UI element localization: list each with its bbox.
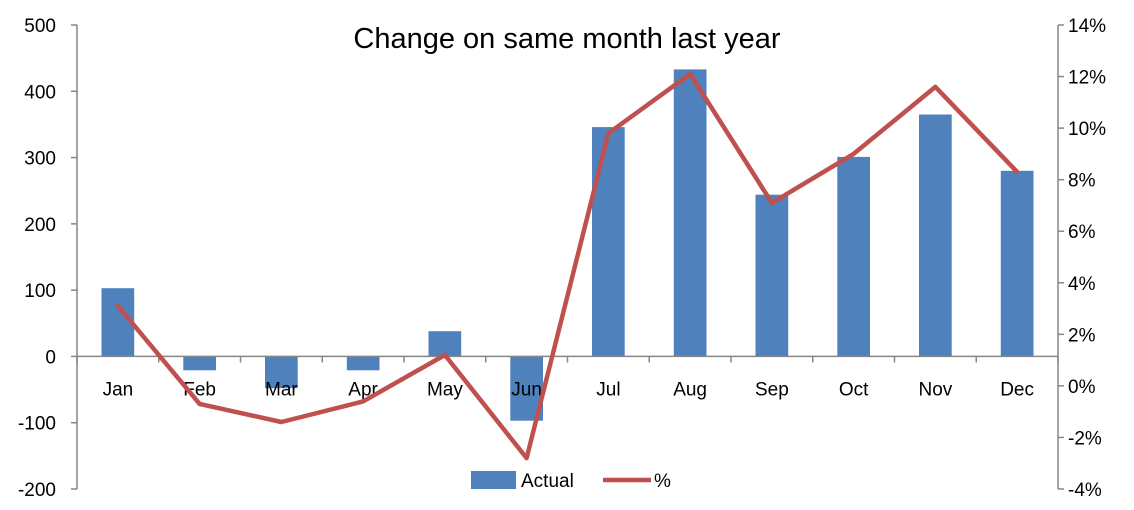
left-tick-label: -100 bbox=[18, 414, 56, 435]
right-y-axis: 14% 12% 10% 8% 6% 4% 2% 0% -2% -4% bbox=[1057, 16, 1106, 501]
bar-series-actual bbox=[101, 69, 1034, 421]
x-tick-label-may: May bbox=[427, 379, 463, 400]
x-tick-label-jul: Jul bbox=[596, 379, 620, 400]
left-tick-label: 0 bbox=[45, 347, 56, 368]
x-tick-label-jan: Jan bbox=[103, 379, 134, 400]
right-tick-label: 6% bbox=[1068, 222, 1096, 243]
right-tick-label: 10% bbox=[1068, 119, 1106, 140]
x-tick-label-nov: Nov bbox=[919, 379, 953, 400]
chart-title: Change on same month last year bbox=[353, 23, 781, 55]
bar-apr bbox=[346, 356, 380, 371]
bar-nov bbox=[919, 114, 952, 357]
x-tick-label-sep: Sep bbox=[755, 379, 789, 400]
bar-may bbox=[428, 331, 462, 357]
bar-sep bbox=[755, 194, 789, 357]
percent-line bbox=[115, 71, 1020, 461]
right-tick-label: 14% bbox=[1068, 16, 1106, 37]
right-tick-label: 0% bbox=[1068, 377, 1096, 398]
left-tick-label: -200 bbox=[18, 480, 56, 501]
left-tick-label: 300 bbox=[24, 149, 56, 170]
right-tick-label: -4% bbox=[1068, 480, 1102, 501]
bar-feb bbox=[183, 356, 216, 371]
bar-oct bbox=[837, 156, 870, 357]
left-tick-label: 500 bbox=[24, 16, 56, 37]
legend: Actual% bbox=[471, 471, 671, 492]
right-tick-label: 4% bbox=[1068, 274, 1096, 295]
x-tick-label-oct: Oct bbox=[839, 379, 869, 400]
x-tick-label-mar: Mar bbox=[265, 379, 298, 400]
right-tick-label: 8% bbox=[1068, 171, 1096, 192]
bar-aug bbox=[673, 69, 707, 357]
x-axis-labels: Jan Feb Mar Apr May Jun Jul Aug Sep Oct Nov Dec bbox=[76, 356, 1059, 400]
line-series-percent bbox=[115, 71, 1020, 461]
bar-dec bbox=[1000, 170, 1034, 357]
right-tick-label: -2% bbox=[1068, 428, 1102, 449]
legend-label-percent: % bbox=[654, 471, 671, 492]
x-tick-label-aug: Aug bbox=[673, 379, 707, 400]
legend-label-actual: Actual bbox=[521, 471, 574, 492]
left-tick-label: 100 bbox=[24, 281, 56, 302]
x-tick-label-dec: Dec bbox=[1000, 379, 1034, 400]
right-tick-label: 12% bbox=[1068, 68, 1106, 89]
right-tick-label: 2% bbox=[1068, 325, 1096, 346]
bar-jul bbox=[592, 127, 625, 357]
left-tick-label: 200 bbox=[24, 215, 56, 236]
x-tick-label-jun: Jun bbox=[511, 379, 542, 400]
left-y-axis: 500 400 300 200 100 0 -100 -200 bbox=[18, 16, 78, 501]
left-tick-label: 400 bbox=[24, 82, 56, 103]
bar-mar bbox=[265, 356, 298, 389]
legend-swatch-actual bbox=[471, 471, 516, 489]
